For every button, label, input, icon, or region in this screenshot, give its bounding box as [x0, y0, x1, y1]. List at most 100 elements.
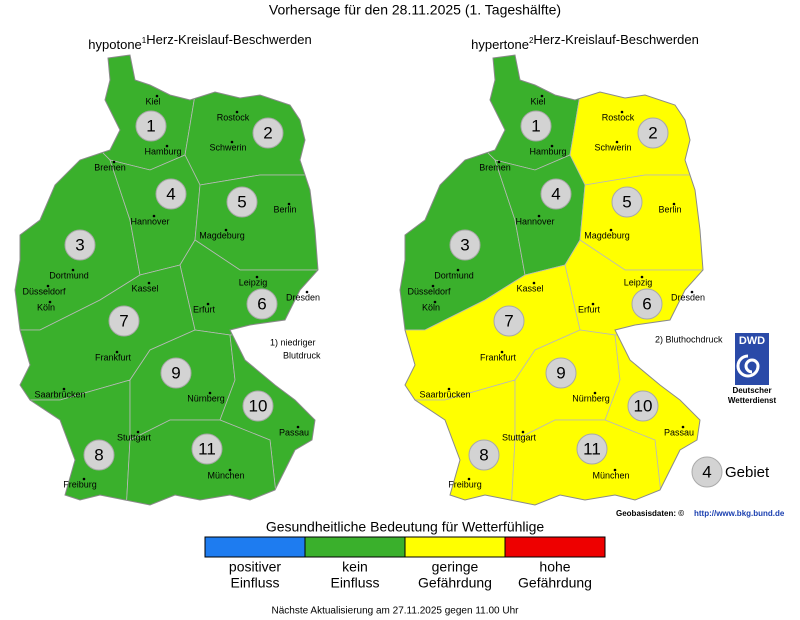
region-marker: [637, 117, 669, 149]
city-label: Saarbrücken: [419, 389, 470, 399]
city-dot: [296, 425, 300, 429]
city-dot: [447, 387, 451, 391]
city-label: München: [592, 470, 629, 480]
region-number: 4: [166, 184, 175, 203]
city-dot: [287, 202, 291, 206]
city-label: Freiburg: [448, 479, 482, 489]
city-dot: [615, 140, 619, 144]
region-marker: [160, 357, 192, 389]
city-label: Stuttgart: [502, 432, 537, 442]
city-dot: [62, 387, 66, 391]
city-dot: [235, 110, 239, 114]
city-label: Schwerin: [209, 142, 246, 152]
city-dot: [550, 144, 554, 148]
city-dot: [609, 228, 613, 232]
logo-name: Deutscher: [732, 386, 771, 395]
map: hypertone2Herz-Kreislauf-BeschwerdenKiel…: [399, 32, 705, 506]
region-marker: [155, 178, 187, 210]
map-title-superscript: 1: [142, 36, 147, 45]
region-marker: [468, 439, 500, 471]
region-number: 3: [75, 235, 84, 254]
region-marker: [226, 186, 258, 218]
city-dot: [255, 275, 259, 279]
city-dot: [467, 477, 471, 481]
legend: positiverEinflusskeinEinflussgeringeGefä…: [204, 536, 606, 591]
region-number: 9: [556, 363, 565, 382]
map-title-subtitle: Herz-Kreislauf-Beschwerden: [146, 32, 311, 47]
city-dot: [224, 228, 228, 232]
region-marker: [449, 229, 481, 261]
region-number: 6: [642, 294, 651, 313]
logo-swirl: [736, 354, 760, 378]
region-number: 2: [263, 123, 272, 142]
credits-url[interactable]: http://www.bkg.bund.de: [694, 509, 785, 518]
map-title-main: hypotone: [88, 37, 142, 52]
region-number: 8: [94, 445, 103, 464]
city-dot: [497, 160, 501, 164]
region-marker: [252, 117, 284, 149]
page-title: Vorhersage für den 28.11.2025 (1. Tagesh…: [269, 2, 561, 18]
region-number: 10: [634, 396, 653, 415]
region-marker: [520, 110, 552, 142]
country-outline: [14, 54, 319, 506]
legend-label: Gefährdung: [518, 575, 592, 591]
city-label: Köln: [422, 302, 440, 312]
city-dot: [136, 430, 140, 434]
city-dot: [433, 300, 437, 304]
region-marker: [108, 305, 140, 337]
credits-label: Geobasisdaten: ©: [616, 509, 684, 518]
city-dot: [228, 468, 232, 472]
city-dot: [155, 94, 159, 98]
city-label: Nürnberg: [572, 393, 610, 403]
country-outline: [399, 54, 704, 506]
region-number: 3: [460, 235, 469, 254]
map-title-subtitle: Herz-Kreislauf-Beschwerden: [533, 32, 698, 47]
city-label: Dresden: [286, 292, 320, 302]
city-label: Kassel: [516, 283, 543, 293]
city-label: Stuttgart: [117, 432, 152, 442]
city-dot: [305, 290, 309, 294]
region-number: 5: [237, 192, 246, 211]
legend-swatch: [504, 536, 606, 558]
region-marker: [83, 439, 115, 471]
city-label: Frankfurt: [95, 352, 132, 362]
city-dot: [230, 140, 234, 144]
region-number: 5: [622, 192, 631, 211]
city-label: Frankfurt: [480, 352, 517, 362]
map-title-main: hypertone: [471, 37, 529, 52]
city-label: Rostock: [217, 112, 250, 122]
city-dot: [672, 202, 676, 206]
city-label: Bremen: [479, 162, 511, 172]
city-dot: [71, 268, 75, 272]
city-dot: [431, 284, 435, 288]
city-label: Dortmund: [434, 270, 474, 280]
city-dot: [165, 144, 169, 148]
legend-label: positiver: [229, 559, 281, 575]
city-label: Hannover: [515, 216, 554, 226]
city-label: Erfurt: [193, 304, 216, 314]
city-label: Saarbrücken: [34, 389, 85, 399]
region-number: 7: [119, 311, 128, 330]
city-label: Hamburg: [529, 146, 566, 156]
region-number: 2: [648, 123, 657, 142]
footer: Nächste Aktualisierung am 27.11.2025 geg…: [271, 606, 519, 617]
region: [184, 55, 318, 186]
key-label: Gebiet: [725, 464, 770, 481]
legend-label: Einfluss: [230, 575, 279, 591]
region-marker: [242, 390, 274, 422]
region-number: 9: [171, 363, 180, 382]
city-label: Freiburg: [63, 479, 97, 489]
region-number: 7: [504, 311, 513, 330]
city-label: Nürnberg: [187, 393, 225, 403]
city-label: Dresden: [671, 292, 705, 302]
city-label: Passau: [279, 427, 309, 437]
region-marker: [493, 305, 525, 337]
city-label: Magdeburg: [584, 230, 630, 240]
city-dot: [147, 281, 151, 285]
city-label: München: [207, 470, 244, 480]
city-dot: [593, 391, 597, 395]
city-dot: [46, 284, 50, 288]
key-symbol-circle: [691, 456, 723, 488]
city-label: Leipzig: [624, 277, 653, 287]
